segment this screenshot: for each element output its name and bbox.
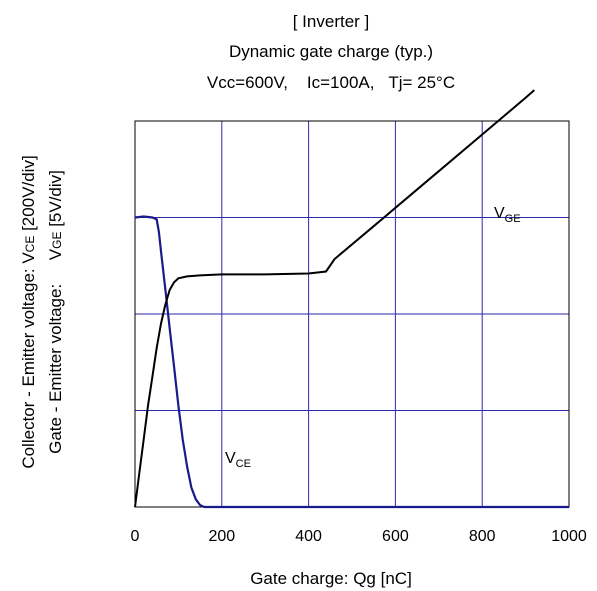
series-line-vge xyxy=(134,89,535,508)
series-label-vge: VGE xyxy=(494,205,521,225)
x-tick-label: 1000 xyxy=(551,528,587,545)
x-axis-label: Gate charge: Qg [nC] xyxy=(250,569,412,588)
x-tick-label: 800 xyxy=(469,528,496,545)
series-line-vce xyxy=(134,215,569,509)
grid-lines xyxy=(135,121,569,507)
series-label-vce: VCE xyxy=(225,450,251,470)
y-axis-label-vce: Collector - Emitter voltage: VCE [200V/d… xyxy=(19,155,38,468)
chart-title-line-2: Dynamic gate charge (typ.) xyxy=(229,42,433,61)
x-tick-label: 200 xyxy=(208,528,235,545)
x-tick-labels: 0 200 400 600 800 1000 xyxy=(131,528,587,545)
chart-title-line-3: Vcc=600V, Ic=100A, Tj= 25°C xyxy=(207,73,455,92)
x-tick-label: 400 xyxy=(295,528,322,545)
x-tick-label: 0 xyxy=(131,528,140,545)
x-tick-label: 600 xyxy=(382,528,409,545)
y-axis-label-vge: Gate - Emitter voltage: VGE [5V/div] xyxy=(46,170,65,454)
chart-title-line-1: [ Inverter ] xyxy=(293,12,370,31)
